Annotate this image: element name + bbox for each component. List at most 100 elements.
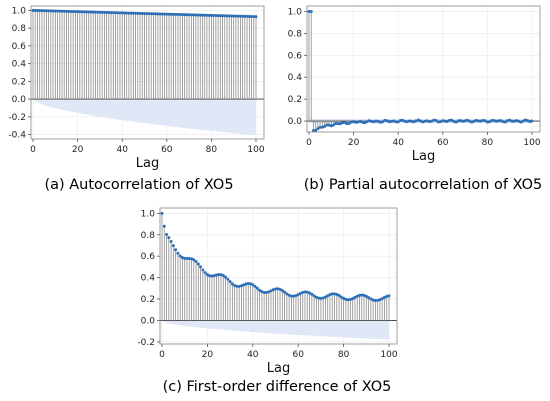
data-point xyxy=(364,294,368,298)
data-point xyxy=(207,13,211,17)
data-point xyxy=(339,295,343,299)
data-point xyxy=(120,11,124,15)
x-tick-label: 100 xyxy=(247,145,264,155)
data-point xyxy=(160,211,164,215)
data-point xyxy=(292,294,296,298)
data-point xyxy=(317,296,321,300)
data-point xyxy=(342,296,346,300)
data-point xyxy=(287,293,291,297)
data-point xyxy=(107,11,111,15)
x-tick-label: 80 xyxy=(482,138,494,148)
data-point xyxy=(298,291,302,295)
data-point xyxy=(396,120,400,124)
data-point xyxy=(367,296,371,300)
data-point xyxy=(245,14,249,18)
data-point xyxy=(151,12,155,16)
data-point xyxy=(335,292,339,296)
data-point xyxy=(201,268,205,272)
data-point xyxy=(93,10,97,14)
data-point xyxy=(167,236,171,240)
data-point xyxy=(89,10,93,14)
data-point xyxy=(497,119,501,123)
data-point xyxy=(223,14,227,18)
data-point xyxy=(134,11,138,15)
y-tick-label: 0.0 xyxy=(141,316,156,326)
data-point xyxy=(228,280,232,284)
data-point xyxy=(357,293,361,297)
data-point xyxy=(116,11,120,15)
data-point xyxy=(203,271,207,275)
data-point xyxy=(109,11,113,15)
data-point xyxy=(210,274,214,278)
data-point xyxy=(407,119,411,123)
data-point xyxy=(241,14,245,18)
data-point xyxy=(267,290,271,294)
data-point xyxy=(178,254,182,258)
y-tick-label: 0.4 xyxy=(12,60,27,70)
data-point xyxy=(96,10,100,14)
data-point xyxy=(212,13,216,17)
data-point xyxy=(499,119,503,123)
data-point xyxy=(225,14,229,18)
x-tick-label: 20 xyxy=(348,138,360,148)
confidence-band xyxy=(33,99,256,136)
data-point xyxy=(246,282,250,286)
y-tick-label: 0.4 xyxy=(288,73,303,83)
data-point xyxy=(33,8,37,12)
plot-frame xyxy=(159,207,398,345)
data-point xyxy=(180,256,184,260)
data-point xyxy=(214,14,218,18)
data-point xyxy=(278,287,282,291)
data-point xyxy=(447,118,451,122)
data-point xyxy=(337,294,341,298)
x-tick-label: 0 xyxy=(306,138,312,148)
data-point xyxy=(194,13,198,17)
y-tick-label: -0.2 xyxy=(8,113,26,123)
confidence-band xyxy=(162,320,389,340)
x-tick-label: 20 xyxy=(72,145,84,155)
data-point xyxy=(62,9,66,13)
data-point xyxy=(303,290,307,294)
x-tick-label: 0 xyxy=(159,350,165,360)
data-point xyxy=(230,282,234,286)
data-point xyxy=(162,224,166,228)
data-point xyxy=(434,119,438,123)
data-point xyxy=(363,121,367,125)
x-tick-label: 100 xyxy=(380,350,397,360)
data-point xyxy=(289,294,293,298)
data-point xyxy=(376,298,380,302)
data-point xyxy=(485,120,489,124)
data-point xyxy=(476,119,480,123)
data-point xyxy=(131,11,135,15)
data-point xyxy=(503,120,507,124)
data-point xyxy=(309,9,313,13)
data-point xyxy=(183,13,187,17)
data-point xyxy=(47,9,51,13)
data-point xyxy=(456,119,460,123)
data-point xyxy=(160,12,164,16)
data-point xyxy=(208,274,212,278)
data-point xyxy=(169,12,173,16)
data-point xyxy=(44,9,48,13)
data-point xyxy=(232,14,236,18)
data-point xyxy=(178,13,182,17)
data-point xyxy=(165,12,169,16)
data-point xyxy=(280,289,284,293)
panel-b-partial-autocorrelation: 0 20 40 60 80 100 0.0 0.2 0.4 0.6 0.8 1.0 Lag xyxy=(288,5,541,164)
data-point xyxy=(385,294,389,298)
data-point xyxy=(31,8,35,12)
caption-b: (b) Partial autocorrelation of XO5 xyxy=(304,177,543,193)
data-point xyxy=(249,282,253,286)
data-point xyxy=(234,14,238,18)
data-point xyxy=(190,257,194,261)
x-tick-label: 40 xyxy=(392,138,404,148)
data-point xyxy=(176,12,180,16)
data-point xyxy=(60,9,64,13)
data-point xyxy=(333,292,337,296)
y-tick-label: 1.0 xyxy=(141,209,156,219)
data-point xyxy=(174,248,178,252)
data-point xyxy=(530,119,534,123)
data-point xyxy=(51,9,55,13)
data-point xyxy=(219,273,223,277)
data-point xyxy=(242,283,246,287)
